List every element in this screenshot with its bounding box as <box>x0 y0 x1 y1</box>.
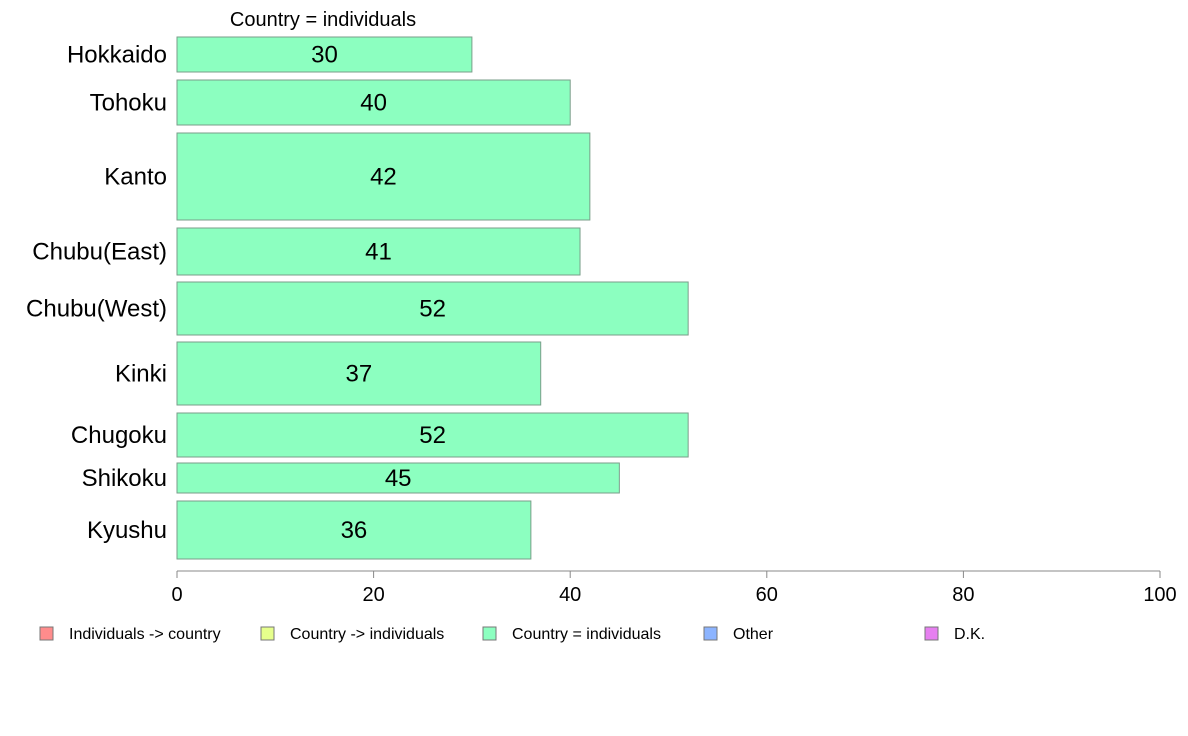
legend-label-country-individuals: Country -> individuals <box>290 626 444 643</box>
bar-chubu-west <box>176 281 689 336</box>
legend-swatch-other <box>703 626 718 641</box>
legend-swatch-country-individuals <box>260 626 275 641</box>
data-label-kyushu: 36 <box>341 517 368 544</box>
legend-swatch-individuals-country <box>39 626 54 641</box>
category-label-chubu-west: Chubu(West) <box>26 296 167 323</box>
category-label-shikoku: Shikoku <box>82 465 167 492</box>
category-label-kinki: Kinki <box>115 361 167 388</box>
x-tick-label-40: 40 <box>559 584 581 606</box>
data-label-kanto: 42 <box>370 164 397 191</box>
category-label-tohoku: Tohoku <box>90 90 167 117</box>
legend-swatch-country-individuals <box>482 626 497 641</box>
data-label-chubu-west: 52 <box>419 296 446 323</box>
legend-swatch-d-k <box>924 626 939 641</box>
category-label-chugoku: Chugoku <box>71 422 167 449</box>
x-tick-label-20: 20 <box>362 584 384 606</box>
bar-shikoku <box>176 462 620 494</box>
bar-kanto <box>176 132 591 221</box>
legend-label-other: Other <box>733 626 774 643</box>
bar-tohoku <box>176 79 571 126</box>
bar-chugoku <box>176 412 689 458</box>
bar-kinki <box>176 341 542 406</box>
x-axis: 0 20 40 60 80 100 <box>171 570 1177 606</box>
data-label-chubu-east: 41 <box>365 239 392 266</box>
category-label-chubu-east: Chubu(East) <box>32 239 167 266</box>
category-label-kanto: Kanto <box>104 164 167 191</box>
data-label-kinki: 37 <box>346 361 373 388</box>
x-tick-label-60: 60 <box>756 584 778 606</box>
category-labels: Hokkaido Tohoku Kanto Chubu(East) Chubu(West… <box>26 42 167 545</box>
data-label-tohoku: 40 <box>360 90 387 117</box>
x-tick-label-80: 80 <box>952 584 974 606</box>
legend-label-country-individuals: Country = individuals <box>512 626 661 643</box>
bar-hokkaido <box>176 36 473 73</box>
legend-label-individuals-country: Individuals -> country <box>69 626 221 643</box>
data-label-chugoku: 52 <box>419 422 446 449</box>
category-label-kyushu: Kyushu <box>87 517 167 544</box>
x-tick-label-100: 100 <box>1143 584 1176 606</box>
x-tick-label-0: 0 <box>171 584 182 606</box>
data-labels: 30 40 42 41 52 37 52 45 36 <box>311 42 446 545</box>
bar-chubu-east <box>176 227 581 276</box>
legend: Individuals -> country Country -> individ… <box>39 626 985 643</box>
bar-kyushu <box>176 500 532 560</box>
data-label-shikoku: 45 <box>385 465 412 492</box>
chart-title: Country = individuals <box>230 9 416 31</box>
legend-label-d-k: D.K. <box>954 626 985 643</box>
data-label-hokkaido: 30 <box>311 42 338 69</box>
bars-group <box>176 36 689 560</box>
category-label-hokkaido: Hokkaido <box>67 42 167 69</box>
